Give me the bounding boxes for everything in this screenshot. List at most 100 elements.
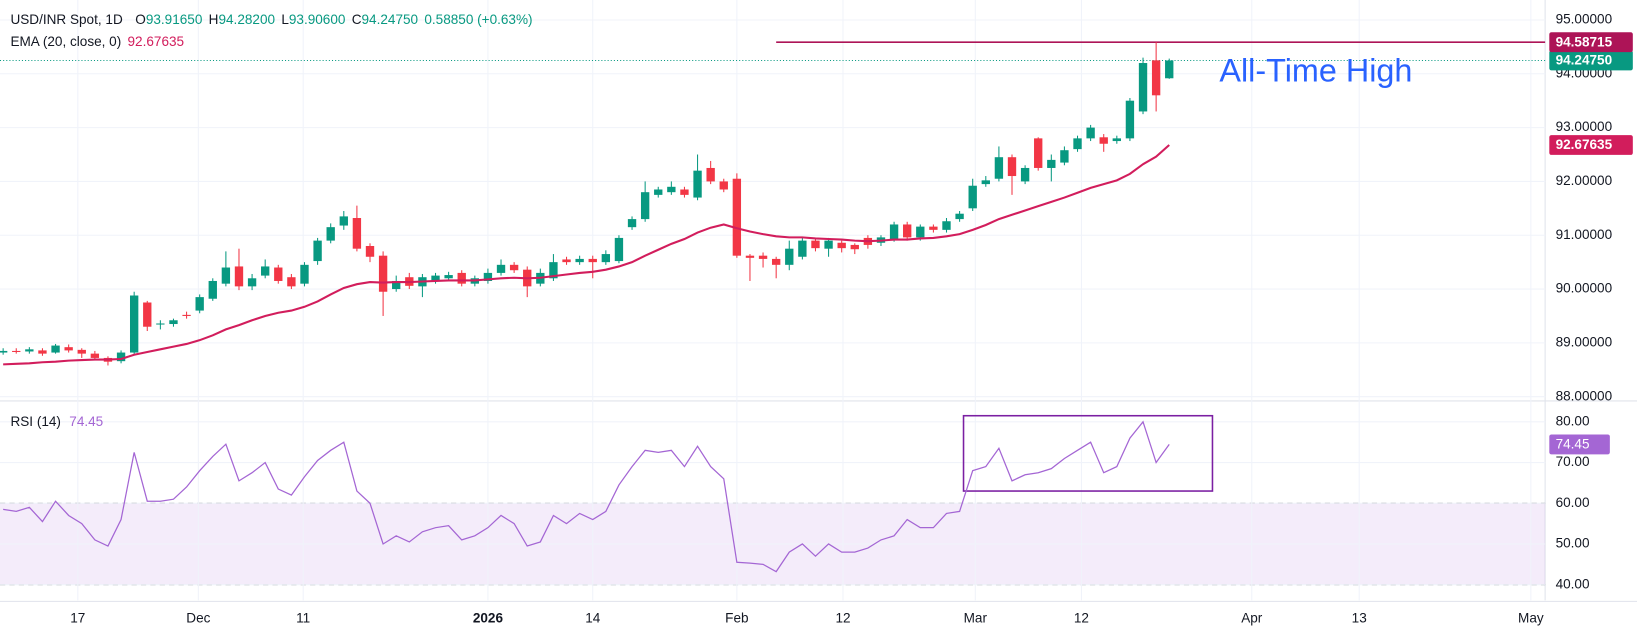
candle-body — [0, 350, 8, 353]
ema-name: EMA (20, close, 0) — [10, 33, 121, 48]
ema-price-box — [1549, 135, 1633, 155]
candle-body — [195, 297, 204, 311]
candle-body — [457, 272, 466, 284]
candle-body — [221, 267, 231, 284]
candle-body — [667, 186, 676, 193]
candle-body — [326, 227, 335, 241]
candle-body — [51, 345, 60, 353]
x-tick-label: 13 — [1352, 611, 1367, 626]
candle-body — [156, 323, 165, 325]
rsi-tick-label: 60.00 — [1556, 495, 1590, 510]
rsi-tick-label: 70.00 — [1556, 454, 1590, 469]
candle-body — [837, 242, 846, 249]
candle-body — [392, 280, 401, 290]
candle-body — [25, 349, 34, 352]
ohlc-value: 94.28200 — [218, 11, 275, 26]
candle-body — [929, 226, 938, 230]
candle-body — [90, 353, 100, 358]
rsi-tick-label: 40.00 — [1556, 576, 1590, 591]
candle-body — [758, 255, 768, 259]
change: 0.58850 (+0.63%) — [424, 11, 532, 26]
candle-body — [116, 352, 126, 362]
candle-body — [942, 221, 951, 230]
candle-body — [1060, 150, 1069, 163]
candle-body — [247, 278, 257, 287]
x-tick-label: 12 — [1074, 611, 1089, 626]
candle-body — [1165, 60, 1174, 79]
candle-body — [339, 216, 348, 226]
candle-body — [431, 275, 440, 281]
candle-body — [903, 224, 912, 238]
ohlc-key: C — [352, 11, 362, 26]
candle-body — [745, 255, 755, 258]
candle-body — [706, 167, 715, 182]
candle-body — [1125, 100, 1135, 139]
candle-body — [64, 347, 73, 351]
candle-body — [352, 218, 362, 249]
candle-body — [182, 314, 191, 316]
x-tick-label: Mar — [964, 611, 988, 626]
ohlc-legend: USD/INR Spot, 1D O93.91650 H94.28200 L93.90… — [10, 11, 532, 26]
candle-body — [12, 350, 21, 352]
candle-body — [1073, 138, 1082, 150]
ema-price-label: 92.67635 — [1556, 137, 1613, 152]
candle-body — [562, 259, 571, 263]
candle-body — [614, 237, 624, 262]
candle-body — [313, 240, 322, 262]
y-tick-label: 89.00000 — [1556, 334, 1613, 349]
x-tick-label: Apr — [1241, 611, 1263, 626]
candle-body — [509, 264, 519, 271]
candle-body — [378, 255, 388, 292]
last-price-label: 94.24750 — [1556, 53, 1613, 68]
candle-body — [1138, 63, 1148, 112]
x-tick-label: 17 — [70, 611, 85, 626]
candle-body — [575, 258, 584, 263]
candle-body — [365, 245, 375, 257]
ath-price-box — [1549, 32, 1633, 53]
candle-body — [1007, 157, 1017, 177]
x-tick-label: 14 — [585, 611, 601, 626]
x-tick-label: May — [1518, 611, 1544, 626]
ath-price-label: 94.58715 — [1556, 34, 1613, 49]
candle-body — [169, 320, 178, 325]
candle-body — [732, 178, 742, 256]
candle-body — [38, 350, 47, 354]
candle-body — [77, 349, 86, 354]
candle-body — [261, 266, 270, 276]
candle-body — [627, 219, 637, 228]
candle-body — [444, 275, 453, 279]
last-price-box — [1549, 50, 1633, 71]
ohlc-value: 94.24750 — [362, 11, 419, 26]
candle-body — [496, 264, 506, 273]
rsi-line — [3, 420, 1170, 573]
rsi-tick-label: 80.00 — [1556, 413, 1590, 428]
ohlc-value: 93.90600 — [289, 11, 346, 26]
ohlc-value: 93.91650 — [146, 11, 203, 26]
candle-body — [1086, 127, 1095, 139]
candle-body — [143, 302, 152, 327]
candle-body — [693, 170, 702, 198]
candle-body — [719, 181, 728, 190]
y-tick-label: 92.00000 — [1556, 173, 1613, 188]
ema-legend: EMA (20, close, 0) 92.67635 — [10, 33, 184, 48]
x-tick-label: 12 — [835, 611, 850, 626]
candle-body — [1151, 60, 1161, 96]
candle-body — [654, 189, 663, 195]
symbol: USD/INR Spot, 1D — [10, 11, 123, 26]
candle-body — [1112, 138, 1121, 142]
ohlc-key: H — [209, 11, 219, 26]
candle-body — [981, 180, 990, 185]
candle-body — [234, 266, 244, 287]
candle-body — [680, 189, 689, 195]
candle-body — [889, 224, 899, 240]
candle-body — [771, 258, 781, 265]
candle-body — [1099, 137, 1108, 144]
y-tick-label: 93.00000 — [1556, 119, 1613, 134]
rsi-value: 74.45 — [69, 413, 103, 428]
candle-body — [129, 295, 139, 353]
candle-body — [601, 254, 611, 263]
candle-body — [1034, 138, 1043, 168]
